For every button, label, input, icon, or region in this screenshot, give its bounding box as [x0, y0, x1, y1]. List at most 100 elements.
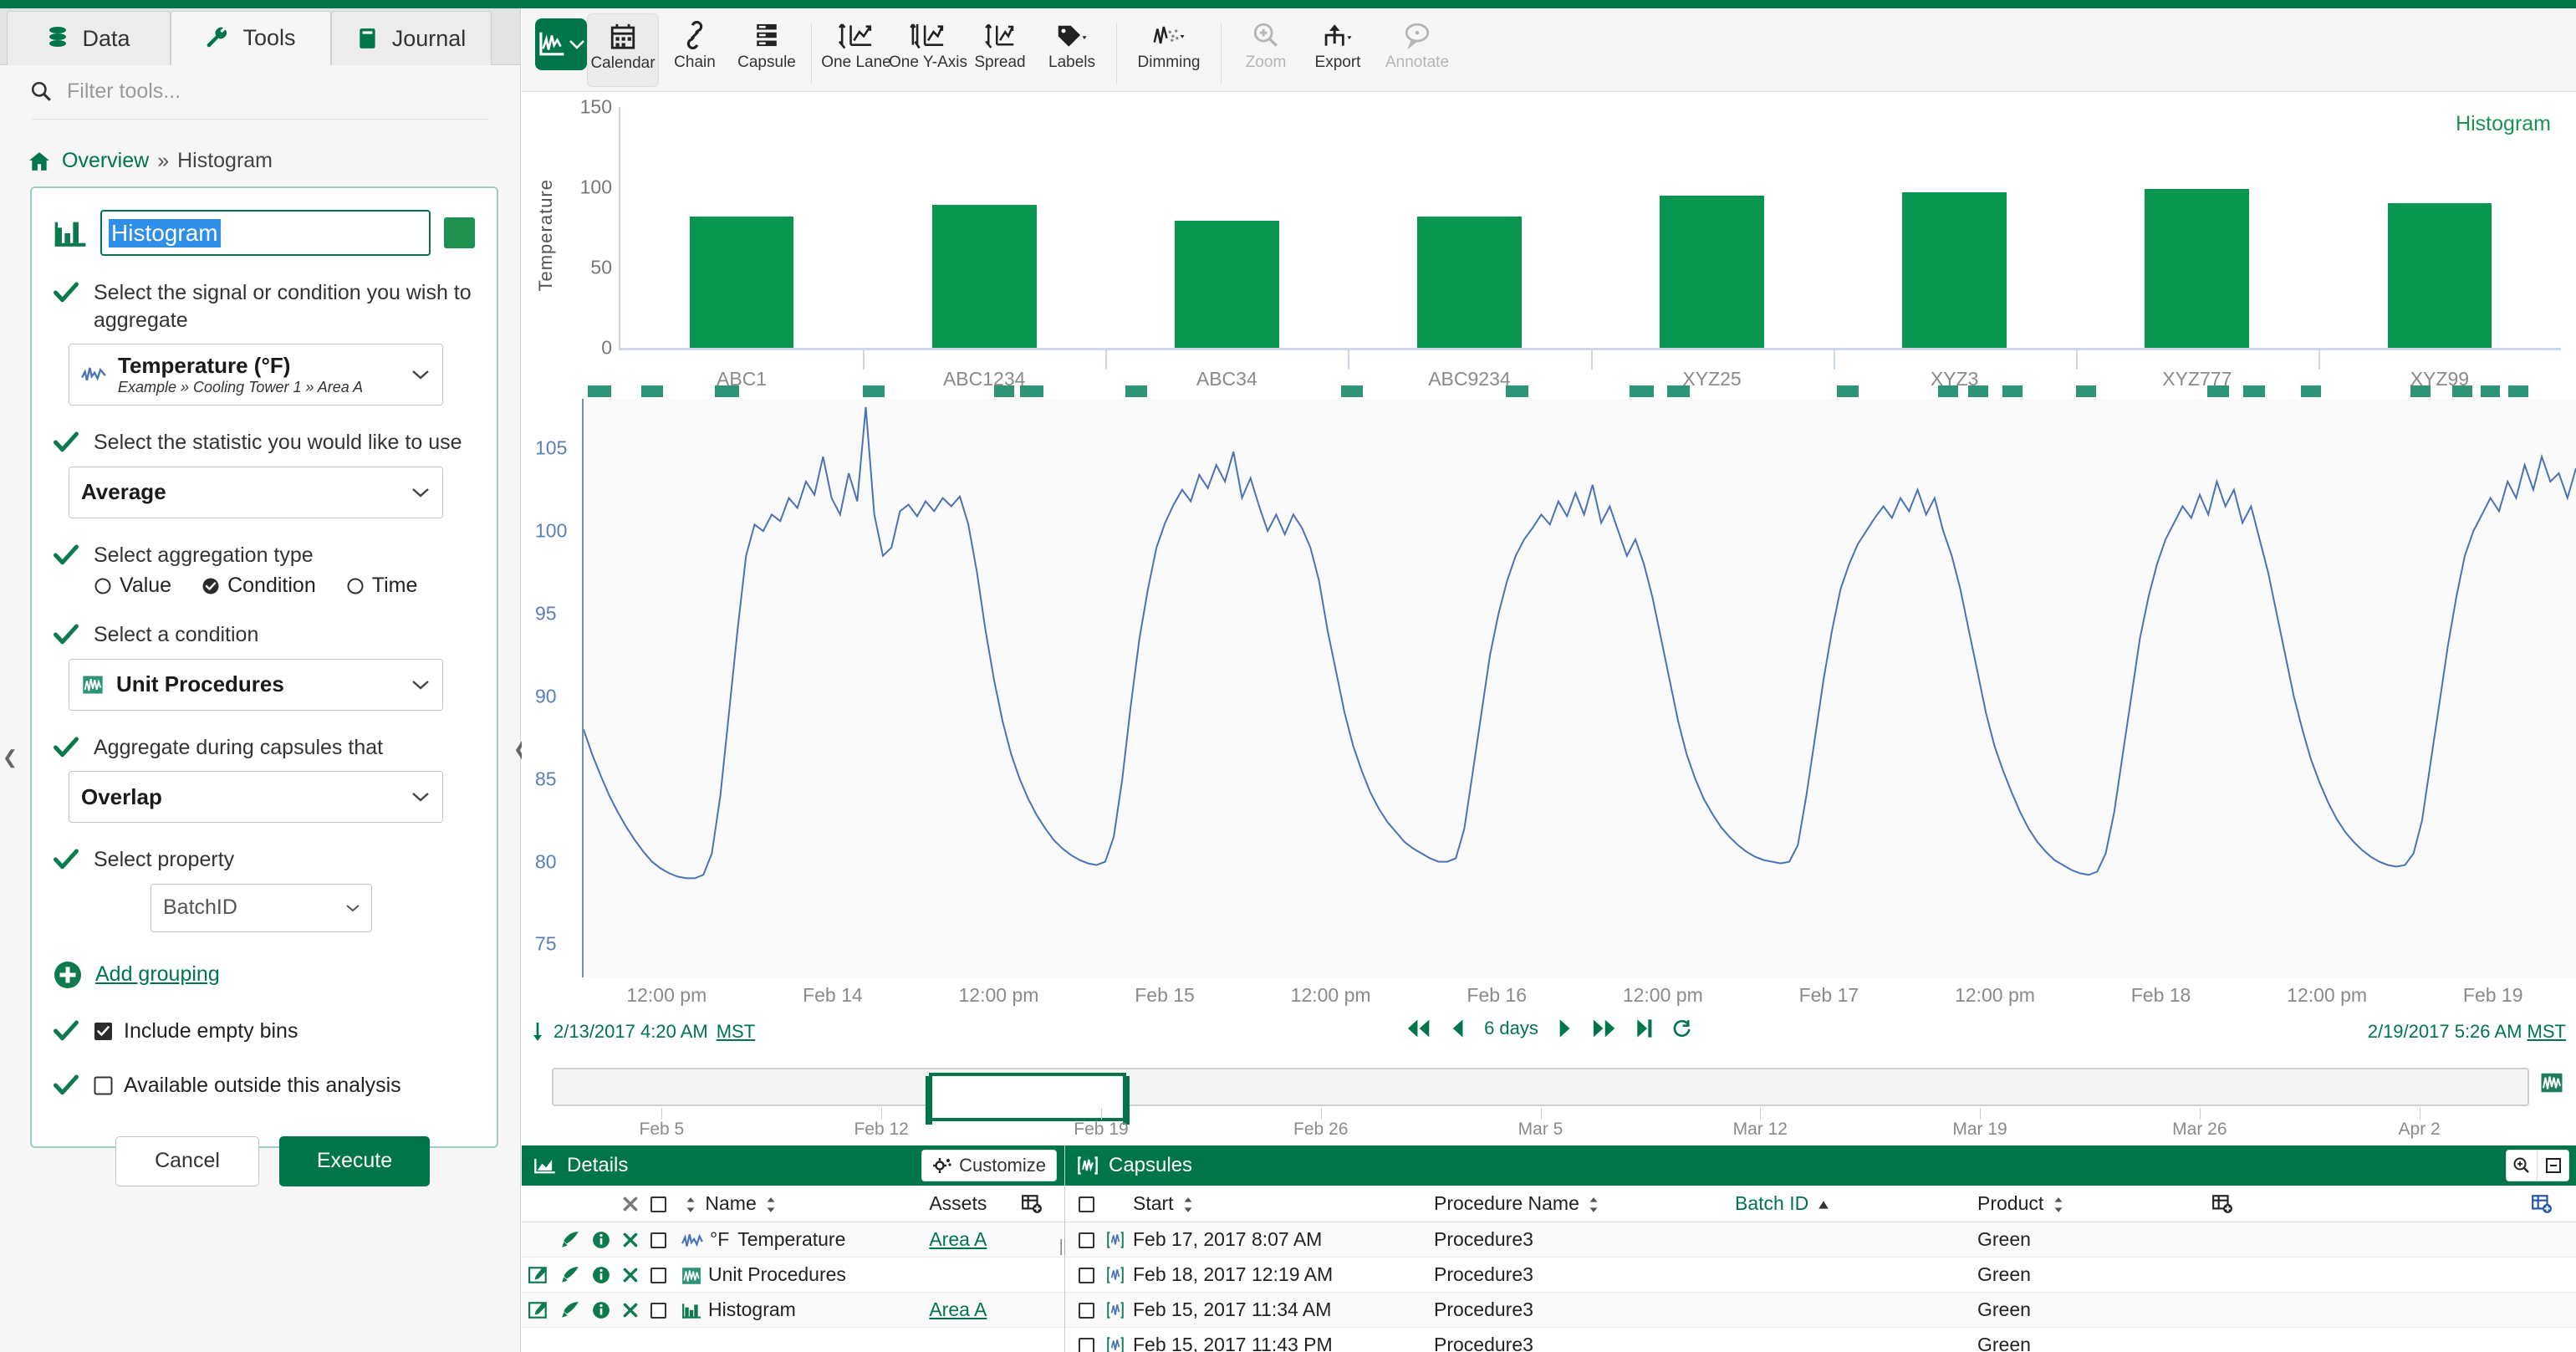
- toolbar-calendar-button[interactable]: Calendar: [587, 13, 659, 87]
- capsules-col-selectall[interactable]: [1065, 1186, 1099, 1222]
- breadcrumb-overview[interactable]: Overview: [62, 149, 150, 172]
- toolbar-chain-button[interactable]: Chain: [659, 13, 731, 87]
- capsule-marker[interactable]: [1340, 385, 1363, 397]
- histogram-bar[interactable]: [2387, 203, 2492, 348]
- tab-data[interactable]: Data: [7, 11, 171, 65]
- capsules-col-addcolumn-1[interactable]: [2208, 1186, 2528, 1222]
- add-column-blue-icon[interactable]: [2531, 1194, 2564, 1214]
- select-all-checkbox[interactable]: [1079, 1196, 1094, 1213]
- details-col-addcolumn[interactable]: [1017, 1186, 1064, 1222]
- capsule-marker[interactable]: [641, 385, 664, 397]
- radio-time[interactable]: Time: [346, 574, 417, 598]
- sort-icon[interactable]: [2053, 1196, 2064, 1213]
- collapse-left-handle[interactable]: ❮: [2, 747, 18, 768]
- sort-ascending-icon[interactable]: [1818, 1199, 1829, 1211]
- histogram-bar[interactable]: [931, 205, 1037, 348]
- tab-journal[interactable]: Journal: [331, 11, 492, 65]
- histogram-bar[interactable]: [1174, 221, 1279, 348]
- time-start[interactable]: 2/13/2017 4:20 AM MST: [530, 1021, 755, 1043]
- capsule-marker[interactable]: [1667, 385, 1690, 397]
- add-column-icon[interactable]: [1021, 1194, 1054, 1214]
- row-asset-cell[interactable]: Area A: [909, 1222, 1018, 1258]
- time-end-tz[interactable]: MST: [2527, 1021, 2566, 1042]
- jump-to-end-icon[interactable]: [1635, 1018, 1654, 1039]
- capsules-col-product[interactable]: Product: [1974, 1186, 2208, 1222]
- row-checkbox[interactable]: [644, 1222, 671, 1258]
- sort-icon[interactable]: [765, 1196, 777, 1213]
- zoom-out-button[interactable]: [2538, 1150, 2569, 1181]
- histogram-bar[interactable]: [1902, 191, 2007, 348]
- tool-name-input[interactable]: Histogram: [100, 210, 431, 256]
- capsule-marker[interactable]: [1836, 385, 1859, 397]
- zoom-in-button[interactable]: [2506, 1150, 2538, 1181]
- histogram-bar[interactable]: [1660, 195, 1764, 348]
- toolbar-one-y-axis-button[interactable]: One Y-Axis: [889, 13, 967, 87]
- capsule-marker[interactable]: [1019, 385, 1044, 397]
- scrubber-track[interactable]: [552, 1068, 2529, 1125]
- table-row[interactable]: Feb 18, 2017 12:19 AM Procedure3 Green: [1065, 1257, 2576, 1293]
- tab-tools[interactable]: Tools: [171, 11, 331, 65]
- condition-select[interactable]: Unit Procedures: [69, 658, 443, 711]
- capsule-marker[interactable]: [2207, 385, 2230, 397]
- statistic-select[interactable]: Average: [69, 466, 443, 518]
- capsule-marker[interactable]: [2301, 385, 2321, 397]
- row-checkbox[interactable]: [644, 1292, 671, 1328]
- toolbar-one-lane-button[interactable]: One Lane: [820, 13, 892, 87]
- row-info-button[interactable]: [585, 1222, 615, 1258]
- details-col-selectall[interactable]: [644, 1186, 671, 1222]
- histogram-bar[interactable]: [1417, 216, 1522, 348]
- sort-icon[interactable]: [1588, 1196, 1599, 1213]
- toolbar-trend-view-button[interactable]: [535, 18, 587, 70]
- capsule-marker[interactable]: [2480, 385, 2501, 397]
- available-outside-row[interactable]: Available outside this analysis: [32, 1074, 497, 1098]
- color-swatch-button[interactable]: [444, 217, 475, 248]
- toolbar-dimming-button[interactable]: Dimming: [1125, 13, 1212, 87]
- capsules-col-procedure[interactable]: Procedure Name: [1431, 1186, 1732, 1222]
- histogram-bar[interactable]: [2145, 188, 2250, 348]
- refresh-icon[interactable]: [1672, 1018, 1692, 1038]
- row-info-button[interactable]: [585, 1292, 615, 1328]
- step-backward-icon[interactable]: [1449, 1018, 1466, 1039]
- radio-condition[interactable]: Condition: [201, 574, 316, 598]
- capsules-col-start[interactable]: Start: [1130, 1186, 1431, 1222]
- row-remove-button[interactable]: [615, 1292, 644, 1328]
- checkbox-checked-icon[interactable]: [94, 1022, 113, 1041]
- capsule-marker[interactable]: [587, 385, 612, 397]
- capsule-marker[interactable]: [1125, 385, 1148, 397]
- toolbar-capsule-button[interactable]: Capsule: [731, 13, 803, 87]
- jump-forward-icon[interactable]: [1592, 1018, 1617, 1039]
- capsule-marker[interactable]: [1938, 385, 1959, 397]
- row-remove-button[interactable]: [615, 1257, 644, 1293]
- capsule-marker[interactable]: [2452, 385, 2473, 397]
- capsules-col-batchid[interactable]: Batch ID: [1732, 1186, 1974, 1222]
- capsule-marker[interactable]: [862, 385, 885, 397]
- row-asset-cell[interactable]: Area A: [909, 1292, 1018, 1328]
- capsule-marker[interactable]: [1968, 385, 1988, 397]
- jump-backward-icon[interactable]: [1405, 1018, 1431, 1039]
- capsule-set-icon[interactable]: [2539, 1071, 2564, 1094]
- execute-button[interactable]: Execute: [279, 1135, 430, 1186]
- capsule-marker[interactable]: [2002, 385, 2023, 397]
- customize-button[interactable]: Customize: [921, 1150, 1057, 1181]
- include-empty-bins-row[interactable]: Include empty bins: [32, 1019, 497, 1043]
- radio-value[interactable]: Value: [94, 574, 171, 598]
- checkbox-unchecked-icon[interactable]: [94, 1076, 113, 1095]
- select-all-checkbox[interactable]: [650, 1196, 666, 1213]
- capsule-marker[interactable]: [993, 385, 1014, 397]
- overlap-select[interactable]: Overlap: [69, 771, 443, 823]
- add-grouping-button[interactable]: Add grouping: [32, 961, 497, 989]
- capsules-col-addcolumn-2[interactable]: [2528, 1186, 2576, 1222]
- row-zoom-button[interactable]: [553, 1292, 585, 1328]
- capsule-marker[interactable]: [2075, 385, 2096, 397]
- details-col-remove[interactable]: [615, 1186, 644, 1222]
- row-remove-button[interactable]: [615, 1222, 644, 1258]
- capsule-marker[interactable]: [1630, 385, 1654, 397]
- sort-icon[interactable]: [685, 1196, 696, 1213]
- toolbar-spread-button[interactable]: Spread: [964, 13, 1036, 87]
- table-row[interactable]: Feb 17, 2017 8:07 AM Procedure3 Green: [1065, 1222, 2576, 1258]
- scrubber-handle-left[interactable]: [925, 1076, 932, 1125]
- capsule-marker[interactable]: [2243, 385, 2266, 397]
- row-checkbox[interactable]: [644, 1257, 671, 1293]
- toolbar-labels-button[interactable]: Labels: [1036, 13, 1108, 87]
- time-start-tz[interactable]: MST: [716, 1021, 756, 1042]
